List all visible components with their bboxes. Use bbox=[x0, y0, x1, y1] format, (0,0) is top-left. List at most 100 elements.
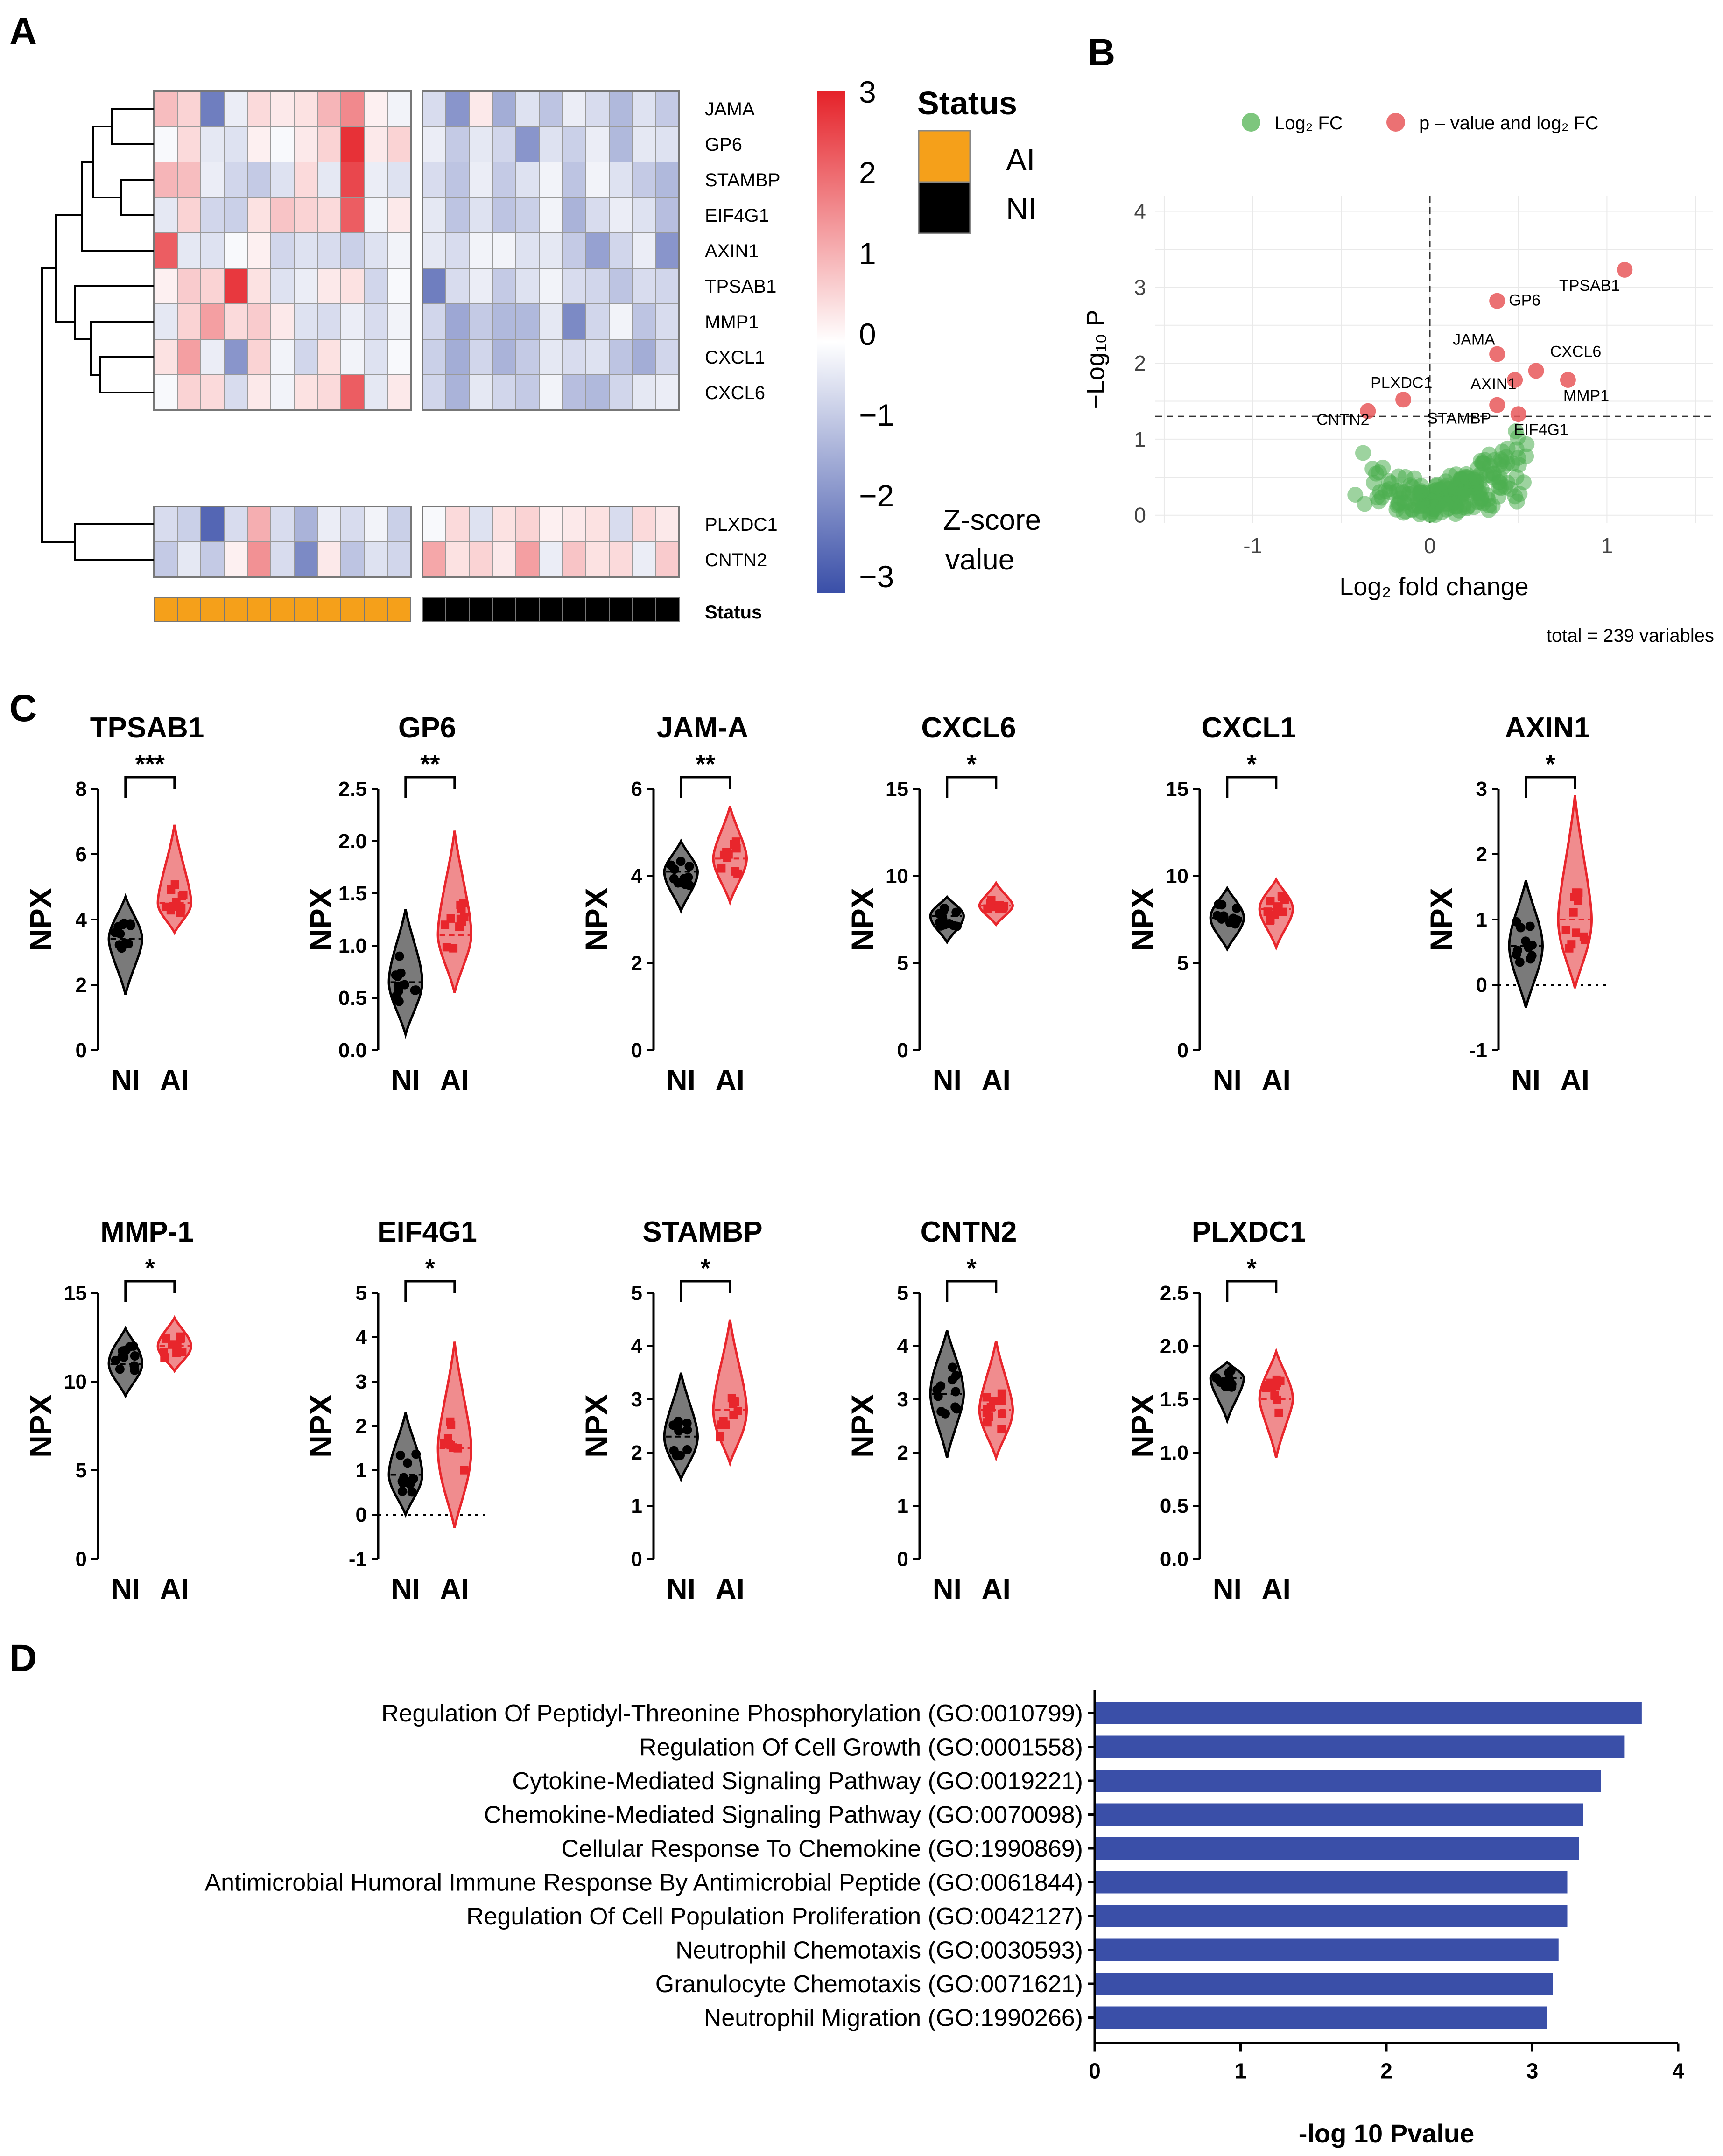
heatmap-cell bbox=[340, 268, 365, 304]
heatmap-cell bbox=[340, 506, 365, 542]
dendrogram-branch bbox=[74, 523, 154, 561]
heatmap-cell bbox=[492, 303, 516, 340]
heatmap-cell bbox=[247, 126, 271, 162]
heatmap-cell bbox=[247, 339, 271, 375]
heatmap-cell bbox=[177, 162, 201, 198]
heatmap-cell bbox=[340, 232, 365, 269]
heatmap-cell bbox=[200, 268, 225, 304]
violin-point-ai bbox=[1579, 932, 1588, 941]
violin-y-axis-label: NPX bbox=[845, 1394, 879, 1458]
heatmap-cell bbox=[224, 506, 248, 542]
violin-sig-stars: ** bbox=[696, 750, 715, 778]
heatmap-cell bbox=[422, 126, 446, 162]
volcano-sig-point bbox=[1510, 406, 1526, 422]
heatmap-cell bbox=[469, 303, 493, 340]
heatmap-cell bbox=[364, 339, 388, 375]
enrichment-bar bbox=[1095, 1702, 1642, 1724]
volcano-legend-fc-label: Log₂ FC bbox=[1274, 113, 1343, 133]
violin-group-label-ai: AI bbox=[160, 1573, 189, 1605]
heatmap-cell bbox=[539, 506, 563, 542]
heatmap-cell bbox=[539, 541, 563, 578]
violin-y-tick-label: 5 bbox=[631, 1282, 642, 1305]
heatmap-cell bbox=[632, 126, 656, 162]
volcano-point bbox=[1463, 473, 1479, 489]
violin-title: CXCL6 bbox=[921, 712, 1016, 744]
violin-y-tick-label: 2 bbox=[76, 974, 87, 997]
violin-point-ni bbox=[951, 1370, 961, 1380]
violin-point-ni bbox=[1224, 1368, 1234, 1378]
heatmap-gene-label: MMP1 bbox=[705, 312, 759, 332]
heatmap-cell bbox=[294, 506, 318, 542]
violin-y-tick-label: 3 bbox=[897, 1388, 908, 1411]
violin-y-tick-label: 1.0 bbox=[1160, 1441, 1189, 1464]
heatmap-cell bbox=[585, 339, 610, 375]
heatmap-cell bbox=[317, 268, 341, 304]
heatmap-cell bbox=[515, 541, 540, 578]
violin-sig-bracket bbox=[124, 776, 176, 798]
volcano-y-tick: 0 bbox=[1134, 503, 1146, 527]
heatmap-cell bbox=[562, 91, 586, 127]
violin-point-ni bbox=[682, 1419, 692, 1428]
heatmap-cell bbox=[562, 268, 586, 304]
heatmap-gene-labels: JAMA GP6 STAMBP EIF4G1 AXIN1 TPSAB1 MMP1 CXCL1 C… bbox=[705, 99, 781, 570]
violin-point-ai bbox=[722, 848, 731, 857]
violin-y-tick-label: 0.0 bbox=[1160, 1548, 1189, 1571]
heatmap-cell bbox=[317, 374, 341, 411]
violin-sig-stars: *** bbox=[135, 750, 165, 778]
violin-y-tick-label: 4 bbox=[897, 1335, 909, 1358]
violin-plot: CNTN2 0 1 2 3 4 5 NPX NI AI * bbox=[845, 1216, 1017, 1605]
violin-y-tick-label: 1 bbox=[1476, 908, 1487, 931]
heatmap-cell bbox=[655, 197, 680, 233]
heatmap-cell bbox=[364, 91, 388, 127]
heatmap-cell bbox=[632, 374, 656, 411]
heatmap-cell bbox=[247, 197, 271, 233]
enrichment-bar bbox=[1095, 2006, 1547, 2029]
enrichment-term-label: Granulocyte Chemotaxis (GO:0071621) bbox=[655, 1971, 1083, 1998]
heatmap-cell bbox=[177, 91, 201, 127]
violin-y-tick-label: 10 bbox=[1166, 865, 1189, 888]
heatmap-cell bbox=[224, 541, 248, 578]
heatmap-cell bbox=[224, 126, 248, 162]
violin-shape-ai bbox=[436, 1341, 473, 1529]
volcano-point bbox=[1357, 496, 1373, 512]
status-legend-ni-swatch bbox=[918, 181, 971, 234]
violin-point-ni bbox=[407, 1487, 417, 1497]
heatmap-cell bbox=[585, 232, 610, 269]
heatmap-cell bbox=[492, 541, 516, 578]
volcano-gene-label: CXCL6 bbox=[1550, 343, 1602, 360]
violin-point-ni bbox=[951, 1387, 961, 1397]
panel-label-b: B bbox=[1088, 31, 1115, 74]
heatmap-status-cell bbox=[364, 597, 388, 622]
violin-y-axis-label: NPX bbox=[1424, 888, 1458, 951]
heatmap-cell bbox=[562, 232, 586, 269]
volcano-gene-label: MMP1 bbox=[1563, 387, 1609, 405]
violin-shape-ai bbox=[712, 1319, 748, 1468]
volcano-point bbox=[1448, 506, 1464, 522]
heatmap-cell bbox=[387, 339, 411, 375]
volcano-sig-point bbox=[1489, 293, 1505, 309]
violin-y-tick-label: -1 bbox=[1469, 1039, 1487, 1062]
violin-y-axis-label: NPX bbox=[23, 1394, 58, 1458]
heatmap-cell bbox=[469, 339, 493, 375]
violin-group-label-ai: AI bbox=[440, 1573, 469, 1605]
violin-y-tick-label: 4 bbox=[356, 1326, 367, 1349]
heatmap-cell bbox=[492, 374, 516, 411]
violin-group-label-ai: AI bbox=[982, 1573, 1011, 1605]
violin-group-label-ai: AI bbox=[440, 1064, 469, 1096]
heatmap-gene-label: PLXDC1 bbox=[705, 514, 778, 535]
heatmap-cell bbox=[562, 506, 586, 542]
volcano-legend-p-marker bbox=[1386, 113, 1405, 132]
heatmap-cell bbox=[387, 374, 411, 411]
heatmap-cell bbox=[270, 303, 295, 340]
volcano-sig-point bbox=[1395, 392, 1412, 408]
enrichment-bar bbox=[1095, 1803, 1583, 1826]
violin-y-tick-label: 5 bbox=[356, 1282, 367, 1305]
violin-plot: TPSAB1 0 2 4 6 8 NPX NI AI *** bbox=[23, 712, 204, 1096]
heatmap-cell bbox=[387, 541, 411, 578]
heatmap-cell bbox=[655, 91, 680, 127]
volcano-gene-label: TPSAB1 bbox=[1559, 277, 1620, 295]
heatmap-cell bbox=[177, 197, 201, 233]
violin-point-ai bbox=[1561, 926, 1570, 934]
dendrogram-branch bbox=[92, 126, 121, 198]
volcano-point bbox=[1371, 493, 1387, 510]
